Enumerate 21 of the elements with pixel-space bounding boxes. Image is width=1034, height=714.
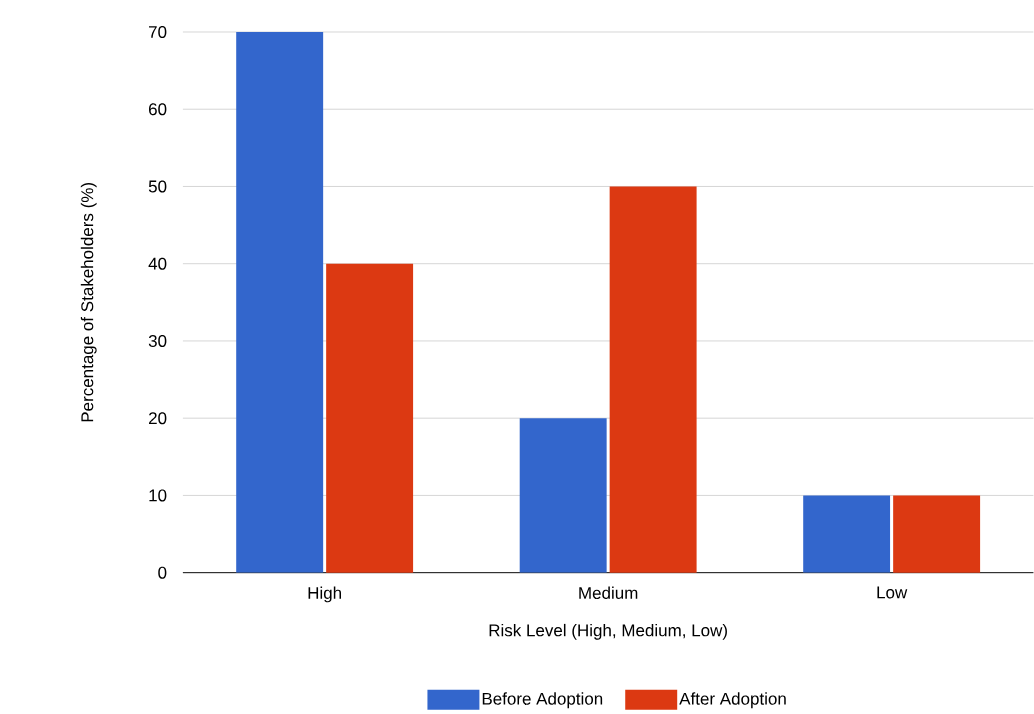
x-tick-label: Medium bbox=[579, 586, 638, 600]
bar bbox=[236, 32, 324, 573]
bar bbox=[609, 186, 697, 573]
legend-label: After Adoption bbox=[679, 692, 786, 709]
bar bbox=[326, 263, 414, 573]
y-tick-label: 40 bbox=[148, 257, 167, 270]
bar bbox=[519, 418, 607, 573]
y-tick-label: 60 bbox=[149, 103, 167, 116]
x-axis-title: Risk Level (High, Medium, Low) bbox=[489, 624, 727, 640]
x-tick-label: Low bbox=[877, 586, 908, 599]
y-tick-label: 10 bbox=[149, 489, 167, 502]
y-tick-label: 30 bbox=[148, 335, 167, 348]
y-axis-title: Percentage of Stakeholders (%) bbox=[80, 183, 97, 422]
y-tick-label: 70 bbox=[149, 26, 167, 39]
legend-label: Before Adoption bbox=[482, 692, 603, 709]
y-tick-label: 50 bbox=[148, 180, 167, 193]
y-tick-label: 20 bbox=[149, 412, 167, 425]
bar bbox=[803, 495, 891, 573]
y-tick-label: 0 bbox=[158, 566, 167, 579]
x-tick-label: High bbox=[308, 586, 341, 603]
bar bbox=[893, 495, 981, 573]
